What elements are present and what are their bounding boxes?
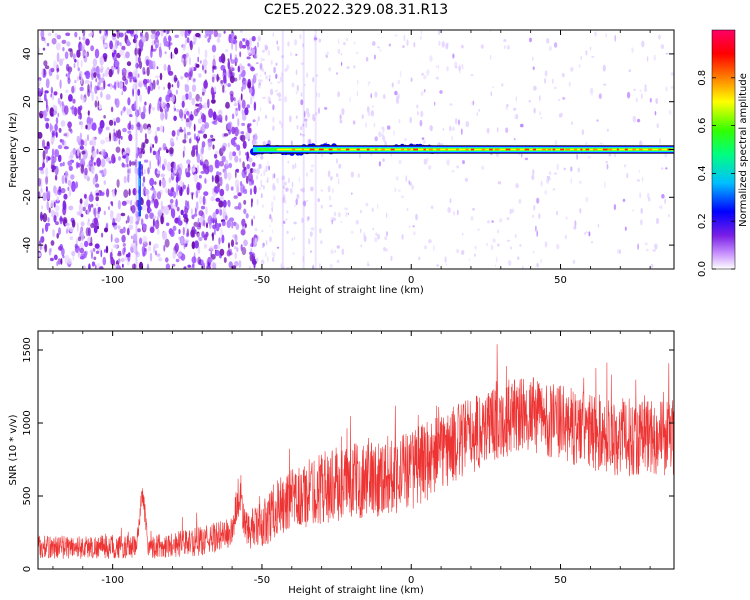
- x-tick-label: 50: [554, 275, 567, 286]
- snr-panel: -100 -50 0 50 0 500 1000 1500 Height of straig…: [8, 330, 675, 596]
- colorbar-label: Normalized spectral amplitude: [738, 73, 749, 227]
- spectrogram-x-label: Height of straight line (km): [288, 285, 424, 296]
- y-tick-label: 40: [22, 48, 33, 61]
- x-tick-label: -50: [254, 575, 270, 586]
- x-tick-label: -100: [101, 275, 124, 286]
- y-tick-label: 500: [22, 486, 33, 505]
- spectrogram-carrier-line: [250, 143, 674, 156]
- x-tick-label: -50: [254, 275, 270, 286]
- colorbar: 0.0 0.2 0.4 0.6 0.8 Normalized spectral ampl…: [697, 29, 749, 277]
- spectrogram-x-ticks: -100 -50 0 50: [52, 30, 651, 286]
- colorbar-tick-label: 0.2: [697, 213, 708, 229]
- x-tick-label: 0: [408, 575, 414, 586]
- snr-frame: [37, 330, 675, 570]
- x-tick-label: 0: [408, 275, 414, 286]
- snr-y-label: SNR (10 * v/v): [8, 414, 19, 485]
- spectrogram-y-label: Frequency (Hz): [8, 112, 19, 188]
- y-tick-label: 0: [22, 566, 33, 572]
- colorbar-ticks: 0.0 0.2 0.4 0.6 0.8: [697, 70, 735, 277]
- x-tick-label: -100: [101, 575, 124, 586]
- spectrogram-noise: [38, 30, 674, 269]
- snr-x-label: Height of straight line (km): [288, 585, 424, 596]
- colorbar-tick-label: 0.8: [697, 70, 708, 86]
- y-tick-label: 0: [22, 146, 33, 152]
- x-tick-label: 50: [554, 575, 567, 586]
- snr-x-ticks: -100 -50 0 50: [52, 331, 651, 586]
- figure-title: C2E5.2022.329.08.31.R13: [264, 2, 448, 18]
- colorbar-gradient: [711, 29, 736, 270]
- y-tick-label: -40: [22, 237, 33, 253]
- y-tick-label: -20: [22, 189, 33, 205]
- y-tick-label: 1000: [22, 410, 33, 435]
- snr-y-ticks: 0 500 1000 1500: [22, 337, 674, 572]
- colorbar-tick-label: 0.4: [697, 165, 708, 181]
- snr-series-line: [38, 344, 674, 559]
- spectrogram-y-ticks: -40 -20 0 20 40: [22, 48, 674, 253]
- spectrogram-panel: -100 -50 0 50 -40 -20 0 20 40 Height of straigh…: [8, 29, 675, 296]
- y-tick-label: 20: [22, 95, 33, 108]
- colorbar-tick-label: 0.0: [697, 261, 708, 277]
- y-tick-label: 1500: [22, 337, 33, 362]
- colorbar-tick-label: 0.6: [697, 118, 708, 134]
